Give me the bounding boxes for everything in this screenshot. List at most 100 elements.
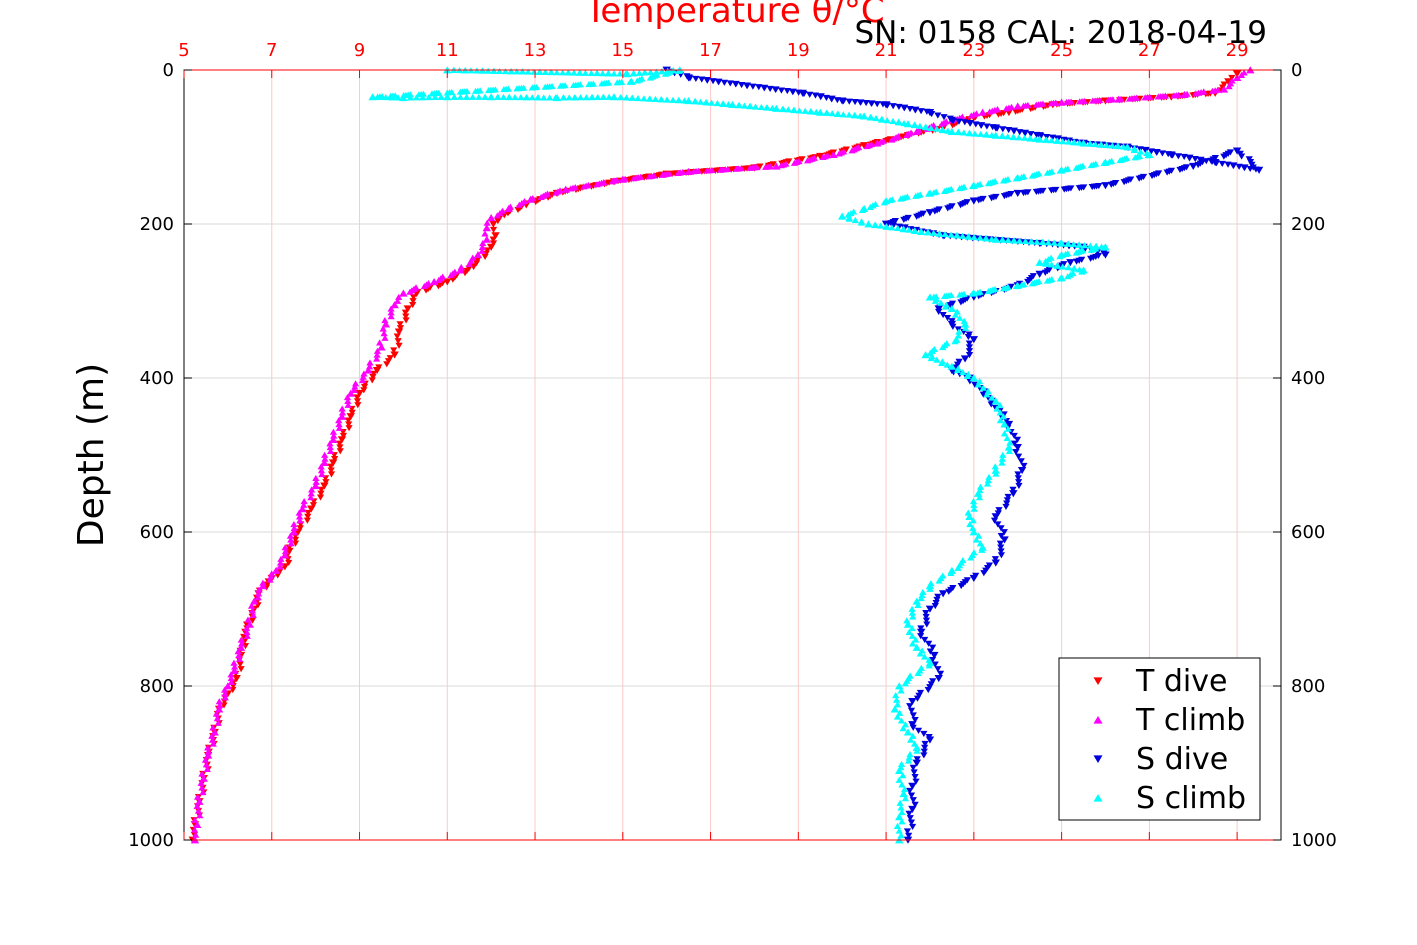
data-point [898,809,906,816]
data-point [484,67,492,74]
data-point [1168,152,1177,159]
data-point [909,797,917,804]
data-point [692,75,700,83]
data-point [1024,278,1032,285]
data-point [762,163,770,170]
data-point [338,409,347,416]
data-point [906,815,914,822]
data-point [605,93,613,100]
data-point [790,159,799,166]
data-point [936,670,945,677]
data-point [835,150,843,157]
data-point [1044,239,1052,246]
data-point [912,759,921,767]
data-point [625,176,633,184]
data-point [916,122,924,129]
data-point [916,628,926,636]
data-point [214,705,224,713]
data-point [237,666,245,673]
data-point [997,532,1005,540]
data-point [321,451,329,458]
data-point [250,597,259,605]
data-point [965,130,973,137]
data-point [514,206,522,213]
data-point [899,226,907,233]
data-point [921,351,930,359]
data-point [351,380,360,387]
data-point [395,293,403,301]
data-point [984,180,993,187]
data-point [1047,187,1056,194]
data-point [684,167,693,175]
data-point [1088,184,1096,191]
data-point [1078,268,1086,275]
data-point [893,713,902,720]
data-point [1076,98,1084,105]
x-tick-label: 23 [962,40,985,61]
data-point [1185,155,1194,162]
data-point [337,436,347,444]
data-point [276,563,284,570]
data-point [369,374,377,381]
data-point [893,696,901,703]
data-point [1009,486,1017,493]
data-point [645,95,654,102]
data-point [1004,133,1012,140]
data-point [975,494,984,501]
data-point [485,86,493,94]
data-point [899,725,907,732]
data-point [703,167,711,174]
data-point [978,546,986,553]
data-point [996,409,1004,416]
data-point [1170,92,1178,99]
data-point [925,605,935,613]
data-point [975,532,983,539]
data-point [232,674,241,683]
data-point [903,131,911,138]
data-point [465,260,473,267]
data-point [304,513,312,520]
data-point [355,390,364,398]
data-point [307,490,315,497]
data-point [1141,94,1149,101]
data-point [191,816,199,823]
data-point [1218,160,1226,168]
data-point [741,165,749,172]
data-point [541,83,549,90]
data-point [822,94,831,101]
data-point [235,655,244,662]
data-point [1114,95,1123,103]
data-point [346,413,355,421]
data-point [916,650,924,657]
x-tick-label: 19 [787,40,810,61]
data-point [1086,242,1095,249]
data-point [491,232,500,240]
data-point [911,107,919,114]
data-point [726,80,734,87]
data-point [373,355,381,362]
data-point [859,112,869,120]
data-point [303,517,311,524]
data-point [1000,536,1009,544]
data-point [290,524,298,532]
data-point [895,813,904,821]
data-point [537,193,545,201]
data-point [863,143,871,150]
data-point [337,412,347,420]
data-point [956,291,964,298]
data-point [1014,471,1022,478]
data-point [969,197,979,205]
data-point [833,110,842,117]
data-point [880,199,888,206]
data-point [914,669,922,677]
data-point [920,752,928,759]
data-point [896,799,904,806]
data-point [911,717,919,724]
data-point [209,740,217,747]
data-point [1013,436,1022,443]
data-point [344,401,352,408]
data-point [995,507,1003,514]
data-point [933,596,941,603]
data-point [281,548,290,555]
data-point [478,67,486,74]
